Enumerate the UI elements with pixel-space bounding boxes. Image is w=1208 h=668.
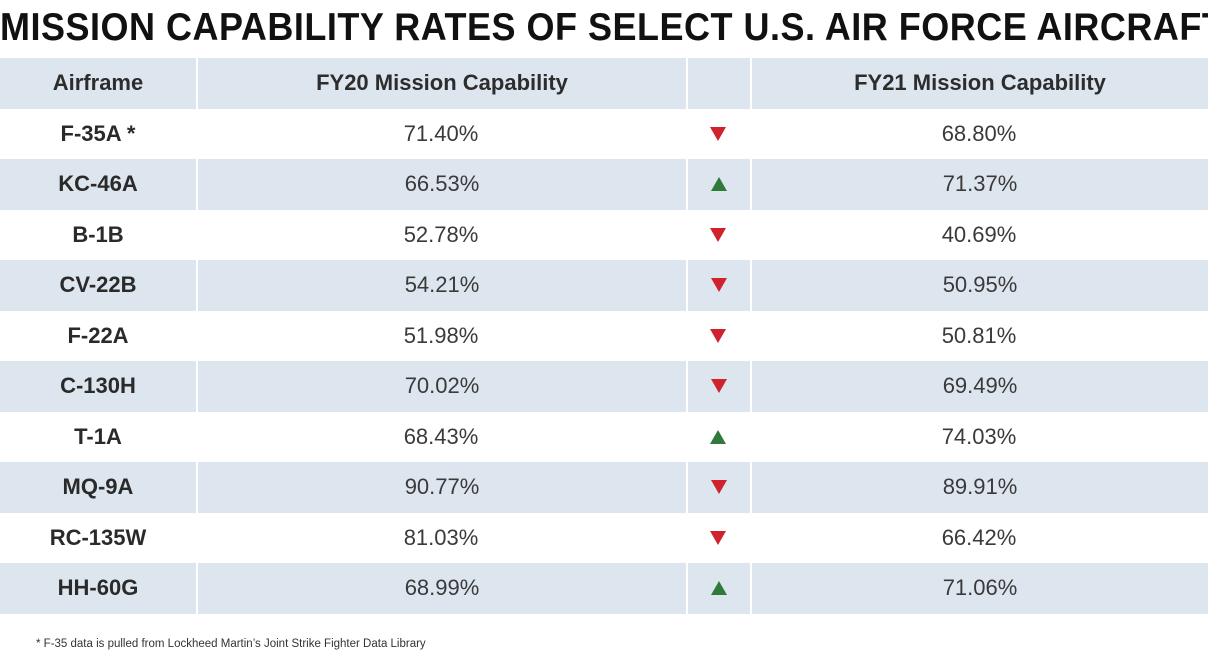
- table-row: C-130H 70.02% 69.49%: [0, 361, 1208, 412]
- fy20-value: 71.40%: [196, 108, 686, 159]
- trend-header: [686, 58, 750, 109]
- airframe-cell: CV-22B: [0, 260, 196, 311]
- airframe-cell: F-22A: [0, 310, 196, 361]
- airframe-cell: T-1A: [0, 411, 196, 462]
- down-arrow-icon: [686, 260, 750, 311]
- fy21-value: 50.95%: [750, 260, 1208, 311]
- fy20-value: 81.03%: [196, 512, 686, 563]
- fy20-value: 51.98%: [196, 310, 686, 361]
- fy20-value: 90.77%: [196, 462, 686, 513]
- table-row: F-35A * 71.40% 68.80%: [0, 108, 1208, 159]
- down-arrow-icon: [686, 462, 750, 513]
- fy20-value: 66.53%: [196, 159, 686, 210]
- fy21-value: 40.69%: [750, 209, 1208, 260]
- airframe-cell: RC-135W: [0, 512, 196, 563]
- airframe-cell: KC-46A: [0, 159, 196, 210]
- fy21-value: 71.06%: [750, 563, 1208, 614]
- table-row: T-1A 68.43% 74.03%: [0, 411, 1208, 462]
- table-row: CV-22B 54.21% 50.95%: [0, 260, 1208, 311]
- airframe-cell: MQ-9A: [0, 462, 196, 513]
- chart-title: MISSION CAPABILITY RATES OF SELECT U.S. …: [0, 4, 1208, 49]
- fy21-value: 68.80%: [750, 108, 1208, 159]
- fy20-value: 52.78%: [196, 209, 686, 260]
- header-row: Airframe FY20 Mission Capability FY21 Mi…: [0, 58, 1208, 109]
- up-arrow-icon: [686, 159, 750, 210]
- capability-table: Airframe FY20 Mission Capability FY21 Mi…: [0, 58, 1208, 614]
- down-arrow-icon: [686, 108, 750, 159]
- table-row: KC-46A 66.53% 71.37%: [0, 159, 1208, 210]
- airframe-header: Airframe: [0, 58, 196, 109]
- airframe-cell: B-1B: [0, 209, 196, 260]
- airframe-cell: C-130H: [0, 361, 196, 412]
- fy21-value: 69.49%: [750, 361, 1208, 412]
- table-row: F-22A 51.98% 50.81%: [0, 310, 1208, 361]
- fy20-value: 70.02%: [196, 361, 686, 412]
- fy21-value: 66.42%: [750, 512, 1208, 563]
- fy20-value: 68.99%: [196, 563, 686, 614]
- fy20-header: FY20 Mission Capability: [196, 58, 686, 109]
- fy21-header: FY21 Mission Capability: [750, 58, 1208, 109]
- airframe-cell: F-35A *: [0, 108, 196, 159]
- up-arrow-icon: [686, 411, 750, 462]
- fy21-value: 50.81%: [750, 310, 1208, 361]
- fy20-value: 68.43%: [196, 411, 686, 462]
- fy21-value: 71.37%: [750, 159, 1208, 210]
- down-arrow-icon: [686, 209, 750, 260]
- footnote: * F-35 data is pulled from Lockheed Mart…: [36, 638, 426, 650]
- table-row: RC-135W 81.03% 66.42%: [0, 512, 1208, 563]
- airframe-cell: HH-60G: [0, 563, 196, 614]
- down-arrow-icon: [686, 310, 750, 361]
- fy21-value: 74.03%: [750, 411, 1208, 462]
- table-row: HH-60G 68.99% 71.06%: [0, 563, 1208, 614]
- table-row: MQ-9A 90.77% 89.91%: [0, 462, 1208, 513]
- fy20-value: 54.21%: [196, 260, 686, 311]
- table-row: B-1B 52.78% 40.69%: [0, 209, 1208, 260]
- down-arrow-icon: [686, 361, 750, 412]
- fy21-value: 89.91%: [750, 462, 1208, 513]
- up-arrow-icon: [686, 563, 750, 614]
- down-arrow-icon: [686, 512, 750, 563]
